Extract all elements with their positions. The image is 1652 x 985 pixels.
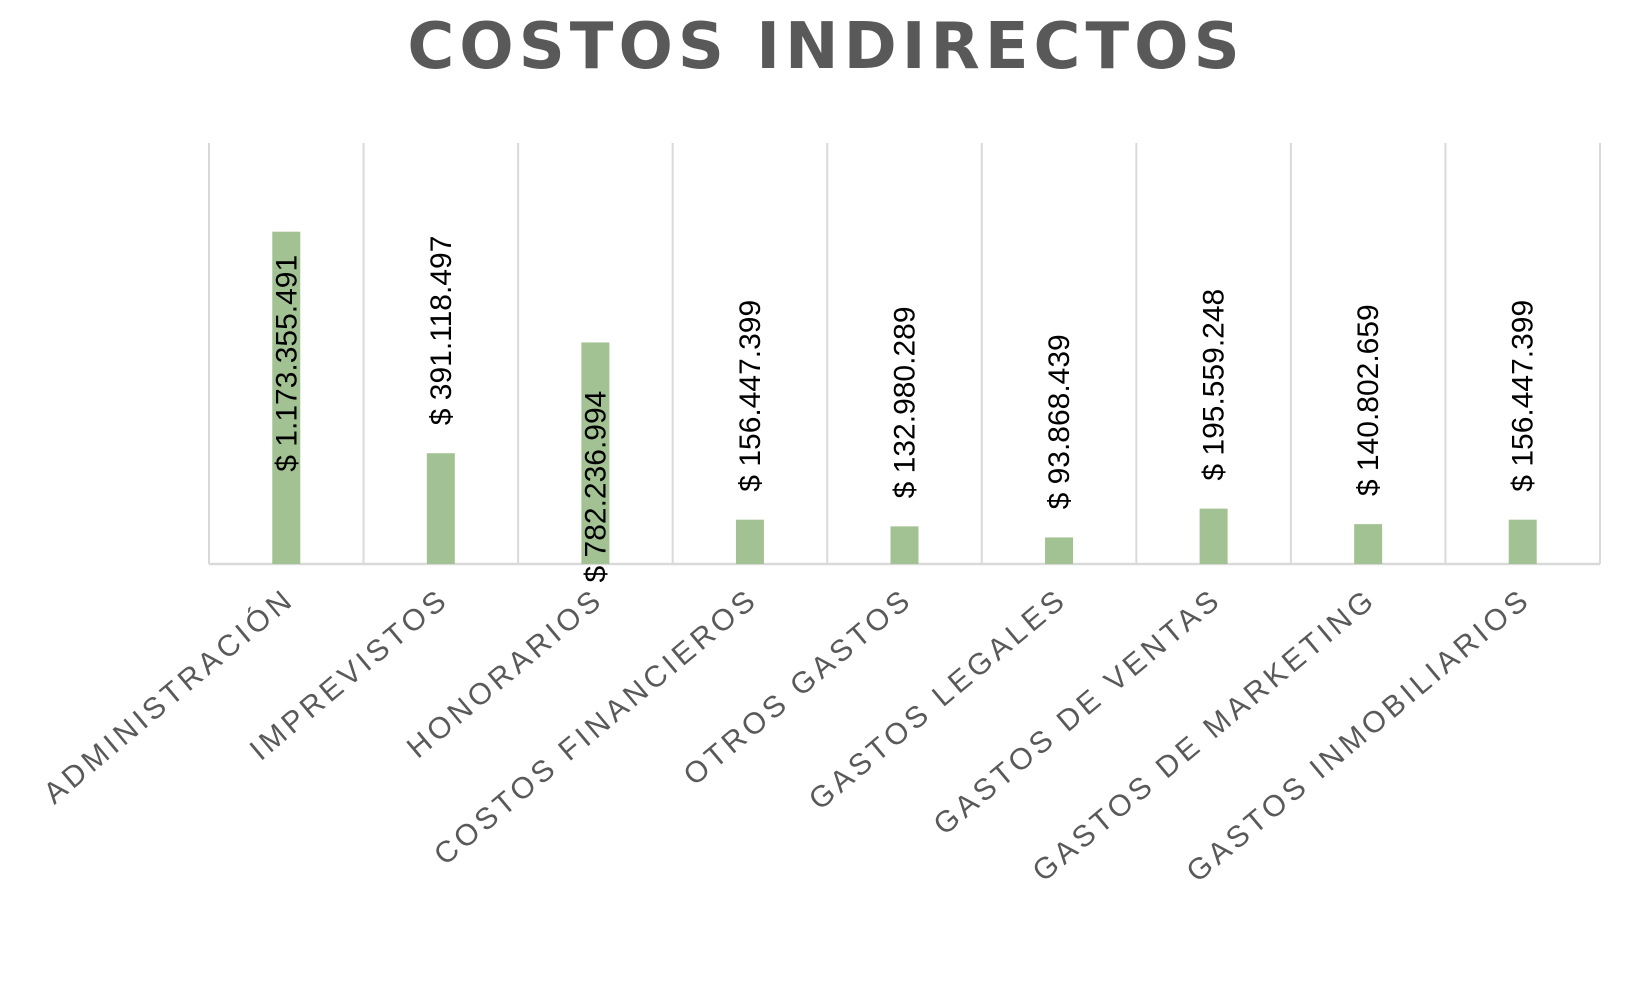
category-label: GASTOS LEGALES (803, 582, 1074, 817)
data-label: $ 391.118.497 (425, 236, 458, 426)
bar (1199, 508, 1228, 564)
bar (735, 519, 764, 564)
bar (1508, 519, 1537, 564)
category-label: ADMINISTRACIÓN (37, 582, 300, 810)
data-label: $ 93.868.439 (1043, 334, 1076, 509)
category-label: COSTOS FINANCIEROS (428, 582, 764, 872)
bar (890, 526, 919, 564)
data-label: $ 195.559.248 (1198, 289, 1231, 481)
bar (581, 342, 610, 564)
data-label: $ 140.802.659 (1352, 304, 1385, 496)
data-label: $ 782.236.994 (579, 391, 612, 583)
data-label: $ 156.447.399 (1507, 300, 1540, 492)
bar (1045, 537, 1074, 564)
bars (272, 231, 1537, 564)
category-labels: ADMINISTRACIÓNIMPREVISTOSHONORARIOSCOSTO… (37, 582, 1537, 889)
data-label: $ 132.980.289 (889, 306, 922, 498)
data-label: $ 1.173.355.491 (270, 255, 303, 472)
category-label: GASTOS DE VENTAS (928, 582, 1229, 842)
bar (272, 231, 301, 564)
chart-title: COSTOS INDIRECTOS (407, 10, 1244, 84)
bar (1354, 524, 1383, 564)
category-label: GASTOS INMOBILIARIOS (1181, 582, 1538, 889)
data-label: $ 156.447.399 (734, 300, 767, 492)
data-labels: $ 1.173.355.491 $ 391.118.497 $ 782.236.99… (270, 236, 1539, 583)
bar (426, 453, 455, 564)
